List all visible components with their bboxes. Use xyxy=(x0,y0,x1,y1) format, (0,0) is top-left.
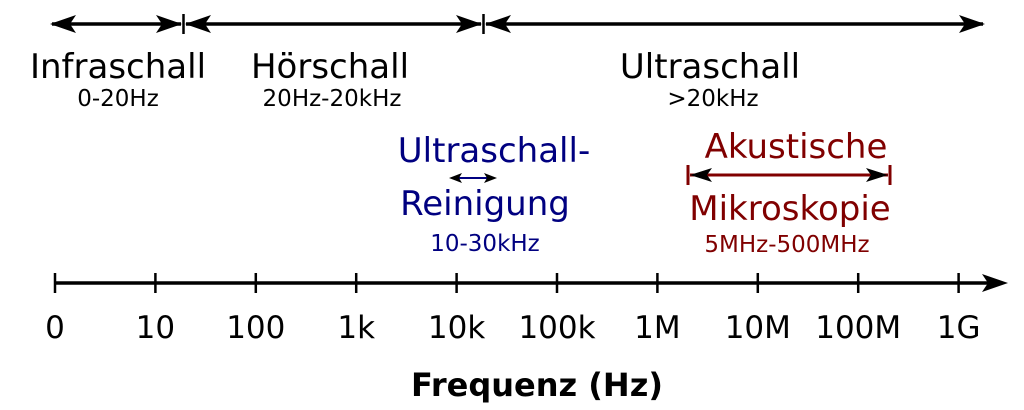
cleaning-label-line2: Reinigung xyxy=(400,184,570,224)
tick-label: 0 xyxy=(45,310,65,346)
tick-label: 1k xyxy=(337,310,375,346)
range-value: 0-20Hz xyxy=(77,86,159,112)
arrowhead-icon xyxy=(485,15,511,33)
range-name: Ultraschall xyxy=(620,47,800,87)
arrowhead-icon xyxy=(690,168,712,182)
range-name: Infraschall xyxy=(30,47,206,87)
axis-arrowhead-icon xyxy=(982,274,1008,292)
arrowhead-icon xyxy=(959,15,985,33)
range-value: >20kHz xyxy=(667,86,758,112)
tick-label: 100M xyxy=(815,310,901,346)
microscopy-label-line2: Mikroskopie xyxy=(689,189,890,229)
tick-label: 1M xyxy=(634,310,680,346)
tick-label: 10k xyxy=(428,310,485,346)
tick-label: 1G xyxy=(937,310,981,346)
microscopy-range: 5MHz-500MHz xyxy=(704,232,869,258)
tick-label: 100k xyxy=(518,310,595,346)
tick-label: 10M xyxy=(725,310,791,346)
tick-label: 100 xyxy=(226,310,285,346)
arrowhead-icon xyxy=(456,15,482,33)
range-value: 20Hz-20kHz xyxy=(263,86,402,112)
arrowhead-icon xyxy=(185,15,211,33)
axis-title: Frequenz (Hz) xyxy=(411,366,663,404)
arrowhead-icon xyxy=(449,173,462,183)
range-name: Hörschall xyxy=(251,47,409,87)
arrowhead-icon xyxy=(866,168,888,182)
microscopy-label-line1: Akustische xyxy=(705,127,888,167)
tick-label: 10 xyxy=(136,310,175,346)
cleaning-label-line1: Ultraschall- xyxy=(398,131,590,171)
cleaning-range: 10-30kHz xyxy=(430,231,540,257)
arrowhead-icon xyxy=(50,15,76,33)
arrowhead-icon xyxy=(156,15,182,33)
arrowhead-icon xyxy=(484,173,497,183)
